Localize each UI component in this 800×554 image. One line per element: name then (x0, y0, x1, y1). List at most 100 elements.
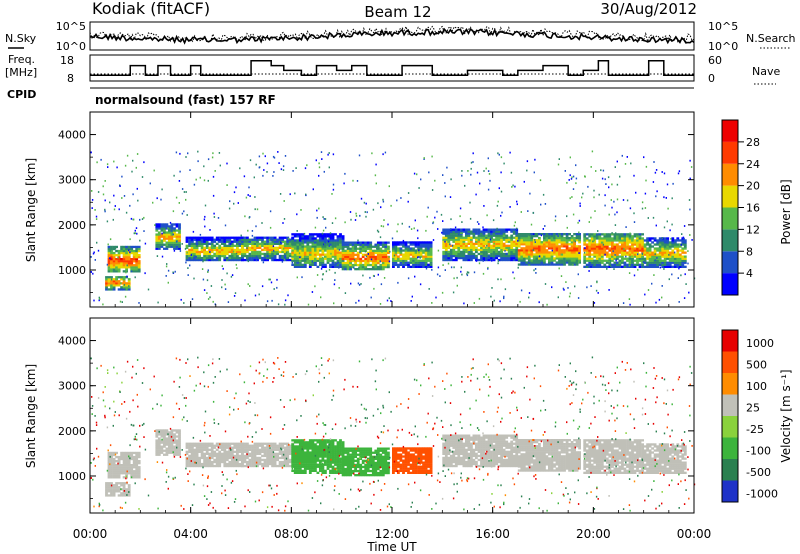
power-cell (120, 278, 123, 281)
power-cell (381, 249, 385, 252)
power-cell (482, 256, 486, 260)
velocity-cell (230, 464, 234, 468)
power-cell (319, 263, 322, 266)
power-cell (636, 237, 639, 240)
velocity-cell (223, 460, 227, 464)
power-cell (611, 249, 614, 252)
power-cell (392, 241, 395, 244)
power-cell (127, 254, 131, 257)
power-cell (195, 178, 197, 181)
power-cell (449, 196, 452, 198)
velocity-cell (137, 462, 141, 465)
power-cell (339, 261, 342, 264)
power-cell (520, 253, 524, 256)
power-cell (296, 235, 300, 238)
power-cell (538, 249, 541, 252)
velocity-cell (178, 447, 181, 450)
velocity-cell (293, 461, 297, 464)
power-cell (560, 257, 564, 260)
power-cell (643, 251, 647, 254)
power-cell (226, 162, 228, 165)
power-cell (238, 252, 242, 256)
power-cell (558, 261, 561, 264)
velocity-cell (256, 446, 259, 449)
power-cell (207, 298, 210, 300)
power-cell (263, 256, 267, 260)
power-cell (281, 248, 285, 252)
power-cell (291, 259, 295, 262)
velocity-cell (311, 467, 315, 470)
power-cell (514, 185, 516, 188)
power-cell (359, 263, 363, 267)
power-cell (316, 239, 320, 242)
power-cell (621, 237, 624, 240)
power-cell (676, 253, 680, 256)
power-cell (324, 237, 327, 240)
power-cell (173, 174, 175, 177)
power-cell (359, 251, 361, 254)
velocity-cell (251, 446, 254, 449)
power-cell (608, 239, 612, 242)
power-cell (663, 253, 667, 256)
power-cell (532, 212, 534, 214)
power-cell (621, 259, 624, 262)
power-cell (125, 211, 128, 214)
power-cell (452, 254, 456, 258)
power-cell (485, 240, 488, 243)
power-cell (551, 249, 553, 252)
velocity-cell (107, 451, 111, 455)
velocity-cell (225, 446, 229, 449)
power-cell (210, 240, 214, 243)
power-cell (273, 256, 277, 260)
power-cell (392, 249, 395, 252)
power-cell (553, 237, 556, 240)
velocity-cell (268, 456, 272, 460)
power-cell (545, 249, 549, 252)
power-cell (573, 257, 576, 260)
power-cell (550, 241, 554, 244)
velocity-cell (336, 449, 340, 452)
power-cell (616, 243, 619, 246)
power-cell (366, 268, 370, 271)
power-cell (133, 232, 135, 235)
power-cell (452, 232, 456, 235)
power-cell (303, 261, 307, 264)
power-cell (579, 205, 581, 207)
velocity-cell (321, 451, 325, 454)
date-title: 30/Aug/2012 (600, 0, 697, 18)
power-cell (301, 237, 305, 240)
power-cell (329, 233, 332, 236)
velocity-cell (331, 443, 335, 446)
velocity-cell (203, 442, 206, 445)
power-cell (400, 197, 402, 199)
power-cell (515, 240, 519, 243)
velocity-cell (110, 468, 113, 471)
power-cell (404, 249, 408, 252)
velocity-cell (223, 462, 227, 466)
power-cell (189, 264, 191, 267)
power-cell (590, 235, 594, 238)
power-cell (402, 255, 405, 258)
velocity-cell (296, 451, 300, 454)
velocity-cell (314, 463, 317, 466)
power-cell (349, 268, 352, 271)
power-cell (558, 259, 561, 262)
power-cell (193, 256, 196, 260)
velocity-cell (246, 446, 249, 449)
power-cell (324, 253, 327, 256)
power-cell (115, 260, 118, 263)
power-cell (354, 245, 357, 248)
power-cell (256, 250, 259, 254)
power-cell (321, 235, 325, 238)
velocity-cell (303, 441, 307, 444)
velocity-cell (344, 455, 347, 458)
velocity-cell (218, 460, 222, 464)
velocity-cell (331, 461, 335, 464)
power-cell (449, 258, 453, 262)
power-cell (605, 235, 609, 238)
power-cell (500, 228, 503, 231)
power-cell (575, 177, 578, 180)
power-cell (402, 241, 405, 244)
power-cell (95, 215, 98, 218)
power-cell (135, 166, 137, 169)
